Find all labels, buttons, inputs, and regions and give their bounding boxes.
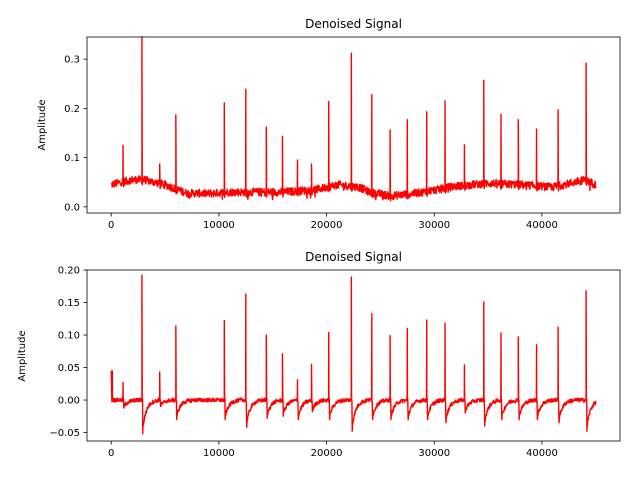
y-tick-label: 0.1 xyxy=(64,153,80,164)
x-tick-label: 10000 xyxy=(203,448,235,459)
y-tick-label: 0.15 xyxy=(58,298,80,309)
plot-frame-top xyxy=(86,36,621,214)
y-tick-label: 0.3 xyxy=(64,55,80,66)
chart-title-top: Denoised Signal xyxy=(305,17,402,31)
x-tick-label: 20000 xyxy=(311,220,343,231)
x-tick-label: 20000 xyxy=(311,448,343,459)
y-axis-label-top: Amplitude xyxy=(37,99,48,150)
chart-title-bottom: Denoised Signal xyxy=(305,250,402,264)
y-tick-label: 0.2 xyxy=(64,104,80,115)
plot-frame-bottom xyxy=(86,269,621,442)
y-tick-label: 0.00 xyxy=(58,396,80,407)
y-tick-label: 0.0 xyxy=(64,202,80,213)
signal-line xyxy=(110,274,597,435)
series-line-top xyxy=(110,36,597,202)
signal-line xyxy=(110,36,597,202)
subplot-bottom: Denoised Signal 0 10000 20000 30000 40000 −0.… xyxy=(17,250,621,460)
x-tick-label: 40000 xyxy=(526,220,558,231)
y-axis-label-bottom: Amplitude xyxy=(17,330,28,381)
x-tick-label: 0 xyxy=(108,448,114,459)
x-tick-label: 40000 xyxy=(526,448,558,459)
x-tick-label: 30000 xyxy=(418,448,450,459)
axis-ticks-bottom: 0 10000 20000 30000 40000 −0.05 0.00 0.05 0.10 0.… xyxy=(49,266,557,460)
y-tick-label: 0.05 xyxy=(58,363,80,374)
subplot-top: Denoised Signal 0 10000 20000 30000 40000 0.0… xyxy=(37,17,621,231)
x-tick-label: 10000 xyxy=(203,220,235,231)
series-line-bottom xyxy=(110,274,597,435)
axis-ticks-top: 0 10000 20000 30000 40000 0.0 0.1 0.2 0.3 xyxy=(64,55,558,231)
y-tick-label: −0.05 xyxy=(49,428,80,439)
x-tick-label: 30000 xyxy=(418,220,450,231)
y-tick-label: 0.10 xyxy=(58,331,80,342)
x-tick-label: 0 xyxy=(108,220,114,231)
y-tick-label: 0.20 xyxy=(58,266,80,277)
